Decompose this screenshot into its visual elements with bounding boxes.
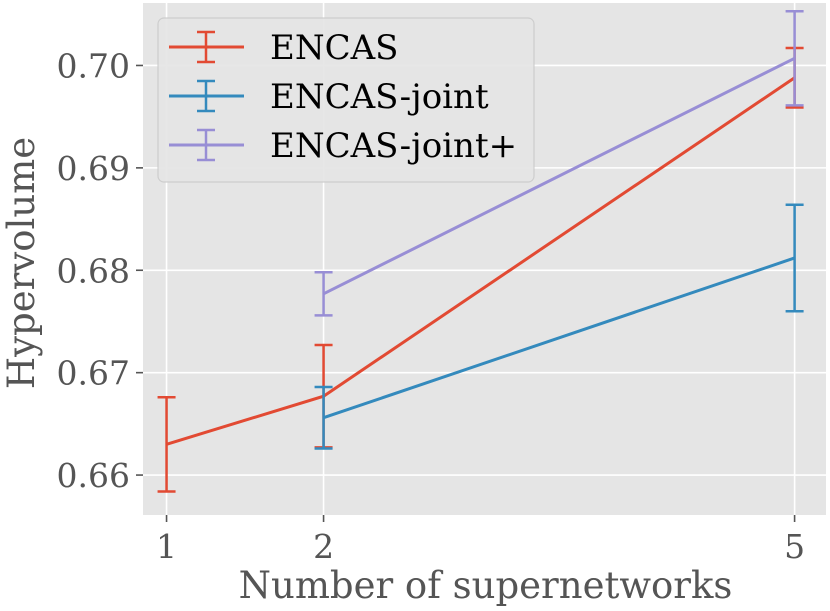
legend: ENCAS ENCAS-joint ENCAS-joint+	[157, 17, 535, 183]
legend-box	[157, 17, 535, 183]
x-axis-title: Number of supernetworks	[239, 564, 733, 607]
x-tick-label: 1	[156, 527, 177, 566]
x-tick-label: 2	[313, 527, 334, 566]
legend-item: ENCAS-joint	[169, 77, 489, 117]
series-line	[323, 256, 796, 420]
legend-label: ENCAS	[270, 28, 398, 68]
y-axis-title: Hypervolume	[0, 137, 43, 389]
legend-label: ENCAS-joint+	[270, 126, 517, 166]
x-tick-label: 5	[784, 527, 805, 566]
legend-label: ENCAS-joint	[270, 77, 489, 117]
y-tick-label: 0.70	[57, 46, 130, 85]
series-encas-joint-	[314, 9, 804, 317]
y-tick-label: 0.67	[57, 354, 130, 393]
y-tick-label: 0.69	[57, 149, 130, 188]
series-encas-joint	[314, 203, 804, 450]
y-tick-label: 0.66	[57, 456, 130, 495]
legend-item: ENCAS	[169, 28, 398, 68]
series-layer	[157, 9, 804, 493]
y-tick-label: 0.68	[57, 251, 130, 290]
series-line	[322, 56, 796, 296]
tick-layer: 1 2 5 0.66 0.67 0.68 0.69 0.70	[57, 46, 806, 566]
legend-item: ENCAS-joint+	[169, 126, 517, 166]
